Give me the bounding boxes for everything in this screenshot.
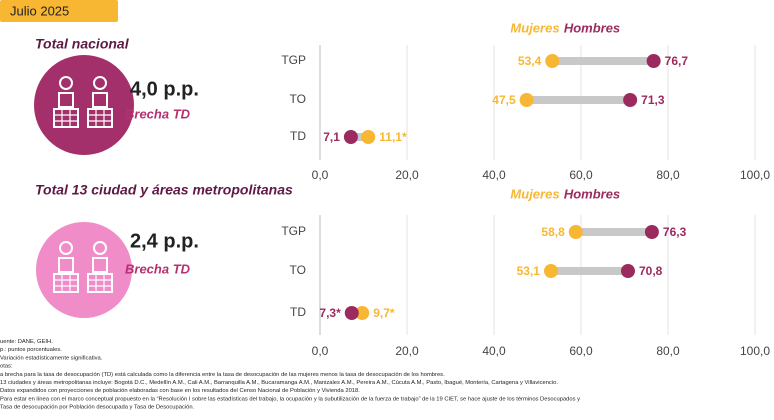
- icon-box-lines: [88, 109, 112, 127]
- icon-head: [59, 241, 73, 255]
- footnote: a brecha para la tasa de desocupación (T…: [0, 372, 445, 378]
- icon-box: [87, 273, 113, 293]
- gap-label: 4,0 p.p.: [130, 78, 199, 100]
- icon-circle: [34, 55, 134, 155]
- value-label: 58,8: [541, 225, 565, 239]
- marker: [343, 130, 358, 144]
- icon-circle: [36, 222, 132, 318]
- footnote: p.: puntos porcentuales.: [0, 347, 62, 353]
- x-tick-label: 40,0: [482, 344, 506, 358]
- marker: [623, 93, 638, 107]
- marker: [361, 130, 376, 144]
- value-label: 9,7*: [373, 306, 395, 320]
- value-label: 76,7: [665, 54, 689, 68]
- footnote: otas:: [0, 364, 13, 370]
- marker: [620, 264, 635, 278]
- legend-label: Mujeres: [510, 20, 559, 35]
- category-label: TGP: [281, 53, 306, 67]
- icon-body: [92, 92, 108, 108]
- panel-title: Total 13 ciudad y áreas metropolitanas: [35, 182, 293, 198]
- icon-box: [53, 108, 79, 128]
- x-tick-label: 40,0: [482, 168, 506, 182]
- category-label: TD: [290, 129, 306, 143]
- category-label: TD: [290, 305, 306, 319]
- gap-label: 2,4 p.p.: [130, 230, 199, 252]
- marker: [344, 306, 359, 320]
- legend-label: Hombres: [564, 20, 620, 35]
- x-tick-label: 100,0: [740, 168, 770, 182]
- value-label: 71,3: [641, 93, 665, 107]
- person-icon: [87, 76, 113, 128]
- value-label: 76,3: [663, 225, 687, 239]
- footnote: 13 ciudades y áreas metropolitanas inclu…: [0, 380, 558, 386]
- category-label: TO: [290, 263, 306, 277]
- x-tick-label: 0,0: [312, 344, 329, 358]
- badge-bg: [0, 0, 118, 22]
- footnote: uente: DANE, GEIH.: [0, 339, 53, 345]
- x-tick-label: 20,0: [395, 168, 419, 182]
- footnote: Datos expandidos con proyecciones de pob…: [0, 388, 360, 394]
- footnote: Para estar en línea con el marco concept…: [0, 396, 580, 402]
- icon-box-lines: [54, 109, 78, 127]
- footnote: Tasa de desocupación por Población desoc…: [0, 405, 195, 411]
- x-tick-label: 20,0: [395, 344, 419, 358]
- value-label: 53,1: [517, 264, 541, 278]
- panel-title: Total nacional: [35, 36, 130, 52]
- marker: [543, 264, 558, 278]
- icon-box-lines: [88, 274, 112, 292]
- value-label: 11,1*: [379, 130, 407, 144]
- x-tick-label: 100,0: [740, 344, 770, 358]
- person-icon: [53, 76, 79, 128]
- legend-label: Hombres: [564, 186, 620, 201]
- x-tick-label: 80,0: [656, 344, 680, 358]
- gap-caption: Brecha TD: [125, 106, 191, 121]
- icon-head: [93, 76, 107, 90]
- badge: Julio 2025: [10, 3, 69, 18]
- x-tick-label: 80,0: [656, 168, 680, 182]
- icon-head: [59, 76, 73, 90]
- icon-box-lines: [54, 274, 78, 292]
- marker: [355, 306, 370, 320]
- footnote: Variación estadísticamente significativa…: [0, 355, 103, 361]
- marker: [646, 54, 661, 68]
- value-label: 7,1: [323, 130, 340, 144]
- x-tick-label: 60,0: [569, 344, 593, 358]
- category-label: TGP: [281, 224, 306, 238]
- x-tick-label: 60,0: [569, 168, 593, 182]
- marker: [545, 54, 560, 68]
- person-icon: [87, 241, 113, 293]
- icon-body: [58, 92, 74, 108]
- icon-body: [92, 257, 108, 273]
- icon-box: [53, 273, 79, 293]
- gap-caption: Brecha TD: [125, 261, 191, 276]
- icon-body: [58, 257, 74, 273]
- marker: [568, 225, 583, 239]
- icon-box: [87, 108, 113, 128]
- x-tick-label: 0,0: [312, 168, 329, 182]
- legend-label: Mujeres: [510, 186, 559, 201]
- value-label: 47,5: [492, 93, 516, 107]
- category-label: TO: [290, 92, 306, 106]
- value-label: 70,8: [639, 264, 663, 278]
- value-label: 7,3*: [319, 306, 341, 320]
- icon-head: [93, 241, 107, 255]
- marker: [519, 93, 534, 107]
- person-icon: [53, 241, 79, 293]
- marker: [644, 225, 659, 239]
- value-label: 53,4: [518, 54, 542, 68]
